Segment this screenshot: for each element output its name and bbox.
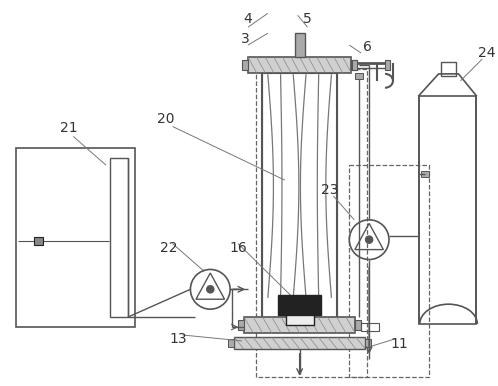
Text: 23: 23 [321, 183, 338, 197]
Bar [256, 69, 367, 377]
Text: 21: 21 [60, 122, 78, 135]
Bar [110, 158, 128, 317]
Bar [248, 57, 351, 73]
Bar [238, 320, 244, 330]
Bar [352, 60, 357, 70]
Bar [385, 60, 390, 70]
Bar [351, 60, 357, 70]
Bar [349, 165, 429, 377]
Text: 13: 13 [170, 332, 187, 346]
Bar [262, 73, 337, 317]
Circle shape [207, 286, 214, 293]
Text: 16: 16 [229, 240, 247, 255]
Bar [278, 295, 322, 315]
Bar [365, 339, 371, 347]
Bar [16, 148, 135, 327]
Bar [242, 60, 248, 70]
Bar [421, 171, 429, 177]
Bar [419, 96, 477, 324]
Text: 6: 6 [363, 40, 372, 54]
Bar [295, 33, 305, 57]
Text: 5: 5 [303, 12, 312, 26]
Text: 4: 4 [244, 12, 252, 26]
Bar [286, 315, 314, 325]
Bar [234, 337, 365, 349]
Bar [361, 323, 379, 331]
Text: 22: 22 [160, 240, 177, 255]
Text: 24: 24 [478, 46, 495, 60]
Bar [355, 320, 361, 330]
Bar [244, 317, 355, 333]
Text: 20: 20 [157, 112, 174, 125]
Bar [355, 73, 363, 79]
Bar [441, 62, 457, 76]
Text: 11: 11 [390, 337, 408, 351]
Circle shape [366, 236, 373, 243]
Bar [33, 237, 43, 245]
Text: 3: 3 [241, 32, 249, 46]
Bar [228, 339, 234, 347]
